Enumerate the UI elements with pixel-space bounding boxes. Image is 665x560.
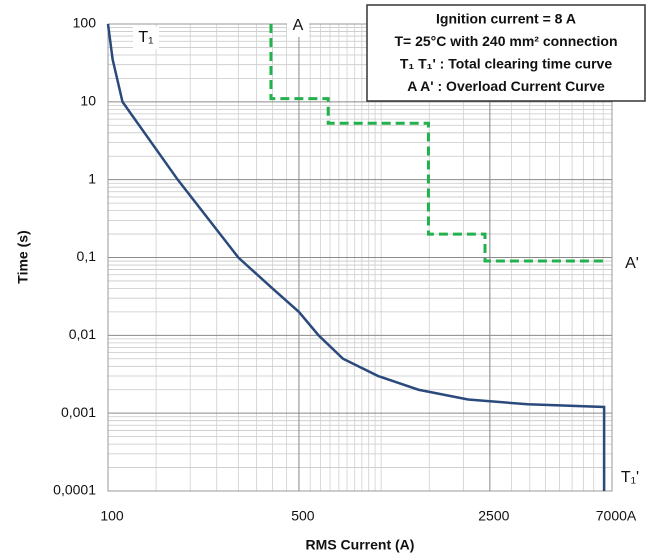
- annotation: A: [293, 17, 304, 34]
- y-tick-label: 0,001: [61, 404, 96, 420]
- annotation-bg: [617, 467, 643, 489]
- y-tick-label: 10: [80, 93, 96, 109]
- info-text: Ignition current = 8 A: [436, 11, 576, 27]
- plot-frame: [107, 23, 613, 492]
- annotation-bg: [287, 15, 309, 37]
- y-axis-title: Time (s): [15, 230, 31, 283]
- annotation: A': [625, 255, 639, 272]
- line-series: [269, 24, 604, 263]
- line-series: [106, 23, 606, 491]
- x-tick-label: 2500: [478, 508, 509, 524]
- info-box: [366, 4, 646, 102]
- y-tick-label: 0,0001: [53, 482, 96, 498]
- annotation: T₁: [138, 29, 153, 46]
- x-axis-title: RMS Current (A): [306, 537, 415, 553]
- y-tick-label: 0,1: [77, 248, 97, 264]
- annotation-bg: [620, 253, 644, 275]
- info-text: T= 25°C with 240 mm² connection: [394, 33, 617, 49]
- info-text: T₁ T₁' : Total clearing time curve: [400, 56, 612, 72]
- y-tick-label: 100: [73, 15, 97, 31]
- annotation-bg: [133, 27, 159, 49]
- y-tick-label: 1: [88, 170, 96, 186]
- x-tick-label: 7000A: [596, 508, 637, 524]
- annotation: T₁': [621, 469, 639, 486]
- y-tick-label: 0,01: [69, 326, 96, 342]
- info-text: A A' : Overload Current Curve: [407, 78, 605, 94]
- x-tick-label: 100: [100, 508, 124, 524]
- x-tick-label: 500: [291, 508, 315, 524]
